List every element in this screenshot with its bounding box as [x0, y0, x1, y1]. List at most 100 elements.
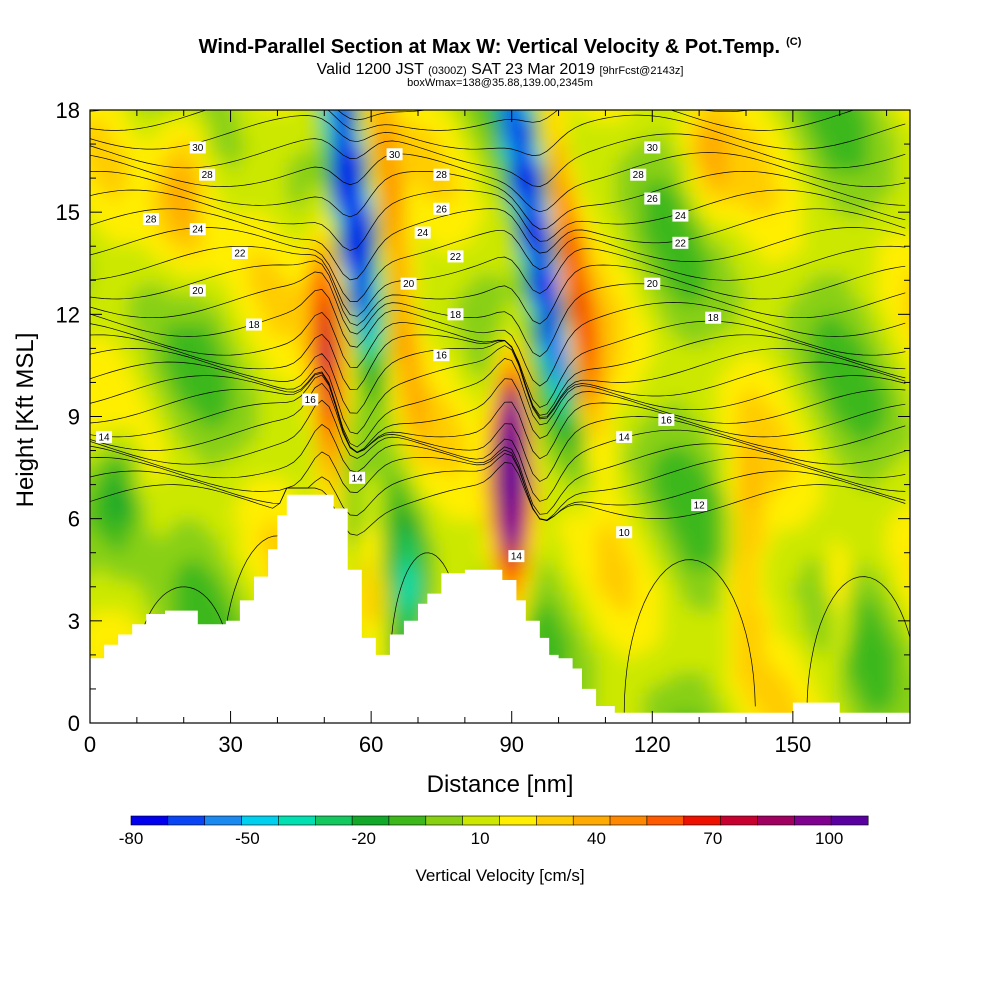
velocity-cell — [193, 120, 204, 131]
velocity-cell — [324, 110, 335, 121]
velocity-cell — [202, 242, 213, 254]
velocity-cell — [596, 406, 607, 418]
velocity-cell — [689, 692, 700, 704]
velocity-cell — [511, 150, 522, 162]
velocity-cell — [727, 477, 738, 489]
velocity-cell — [221, 181, 232, 193]
velocity-cell — [680, 682, 691, 693]
velocity-cell — [418, 488, 428, 499]
velocity-cell — [193, 426, 204, 438]
velocity-cell — [361, 201, 372, 213]
velocity-cell — [774, 651, 785, 663]
velocity-cell — [249, 457, 260, 469]
velocity-cell — [689, 457, 700, 469]
velocity-cell — [314, 181, 325, 193]
velocity-cell — [324, 191, 335, 203]
velocity-cell — [502, 559, 513, 571]
velocity-cell — [418, 212, 428, 223]
velocity-cell — [783, 283, 794, 295]
velocity-cell — [221, 457, 232, 469]
velocity-cell — [558, 345, 569, 356]
velocity-cell — [483, 201, 494, 213]
velocity-cell — [230, 498, 241, 509]
velocity-cell — [755, 406, 766, 418]
velocity-cell — [680, 324, 691, 336]
velocity-cell — [727, 692, 738, 704]
velocity-cell — [296, 90, 306, 101]
velocity-cell — [427, 161, 438, 172]
velocity-cell — [258, 242, 269, 254]
velocity-cell — [239, 518, 250, 530]
velocity-cell — [464, 130, 475, 142]
velocity-cell — [389, 161, 400, 172]
velocity-cell — [717, 580, 728, 591]
velocity-cell — [352, 212, 363, 223]
velocity-cell — [108, 539, 119, 550]
velocity-cell — [174, 539, 185, 550]
velocity-cell — [155, 191, 166, 203]
velocity-cell — [699, 426, 710, 438]
velocity-cell — [239, 375, 250, 387]
velocity-cell — [567, 549, 578, 561]
velocity-cell — [464, 334, 475, 346]
velocity-cell — [652, 171, 663, 183]
velocity-cell — [108, 590, 119, 601]
velocity-cell — [764, 355, 775, 366]
velocity-cell — [540, 723, 550, 734]
velocity-cell — [577, 477, 588, 489]
velocity-cell — [202, 610, 213, 622]
velocity-cell — [296, 396, 307, 407]
velocity-cell — [174, 345, 185, 356]
velocity-cell — [99, 171, 110, 183]
velocity-cell — [174, 549, 185, 561]
velocity-cell — [314, 406, 325, 418]
velocity-cell — [483, 334, 494, 346]
velocity-cell — [680, 569, 691, 581]
velocity-cell — [717, 651, 728, 663]
velocity-cell — [418, 385, 428, 397]
velocity-cell — [193, 477, 204, 489]
velocity-cell — [230, 110, 241, 121]
velocity-cell — [230, 569, 241, 581]
velocity-cell — [146, 488, 157, 499]
velocity-cell — [521, 467, 532, 479]
velocity-cell — [539, 436, 550, 448]
velocity-cell — [699, 110, 710, 121]
velocity-cell — [464, 498, 475, 509]
velocity-cell — [108, 559, 119, 571]
velocity-cell — [174, 528, 185, 540]
velocity-cell — [746, 692, 756, 704]
velocity-cell — [230, 477, 241, 489]
velocity-cell — [380, 314, 391, 326]
velocity-cell — [371, 549, 382, 561]
velocity-cell — [90, 314, 91, 326]
velocity-cell — [671, 600, 681, 612]
velocity-cell — [380, 508, 391, 520]
velocity-cell — [324, 130, 335, 142]
velocity-cell — [211, 253, 222, 264]
velocity-cell — [624, 314, 635, 326]
velocity-cell — [305, 263, 316, 274]
velocity-cell — [549, 232, 560, 244]
velocity-cell — [165, 508, 175, 520]
velocity-cell — [437, 79, 447, 90]
velocity-cell — [371, 508, 382, 520]
velocity-cell — [409, 79, 419, 90]
velocity-cell — [108, 191, 119, 203]
velocity-cell — [755, 293, 766, 305]
velocity-cell — [371, 304, 382, 315]
velocity-cell — [90, 334, 91, 346]
velocity-cell — [446, 212, 457, 223]
velocity-cell — [755, 365, 766, 377]
velocity-cell — [661, 253, 672, 264]
velocity-cell — [717, 140, 728, 152]
velocity-cell — [90, 539, 91, 550]
velocity-cell — [586, 436, 597, 448]
velocity-cell — [90, 385, 91, 397]
velocity-cell — [521, 518, 532, 530]
velocity-cell — [521, 181, 532, 193]
velocity-cell — [146, 549, 157, 561]
velocity-cell — [633, 539, 644, 550]
velocity-cell — [671, 620, 681, 632]
velocity-cell — [277, 120, 288, 131]
